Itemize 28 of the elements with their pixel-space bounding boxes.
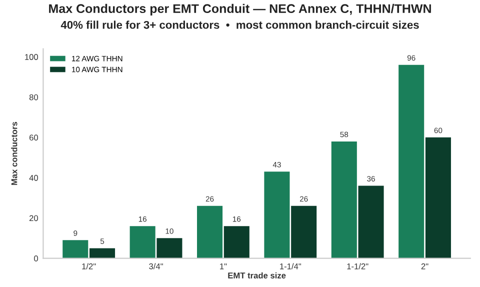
bar bbox=[291, 206, 317, 258]
bar bbox=[224, 226, 250, 258]
x-tick-label: 1/2" bbox=[82, 263, 96, 270]
bar bbox=[62, 240, 88, 258]
bar bbox=[264, 172, 290, 258]
x-tick-label: 3/4" bbox=[149, 263, 163, 270]
y-tick-label: 100 bbox=[25, 54, 38, 60]
y-tick-label: 60 bbox=[29, 134, 38, 141]
x-axis-title: EMT trade size bbox=[228, 272, 286, 278]
x-tick-label: 1" bbox=[220, 263, 227, 270]
bar bbox=[358, 186, 384, 258]
bar bbox=[331, 141, 357, 258]
bar bbox=[156, 238, 182, 258]
bar bbox=[197, 206, 223, 258]
chart-subtitle: 40% fill rule for 3+ conductors • most common branch-circuit sizes bbox=[60, 20, 419, 29]
bar bbox=[398, 64, 424, 258]
x-tick-label: 1-1/2" bbox=[347, 263, 368, 270]
y-tick-label: 0 bbox=[34, 256, 38, 262]
y-tick-label: 80 bbox=[29, 94, 38, 100]
chart-title: Max Conductors per EMT Conduit — NEC Annex C, THHN/THWN bbox=[49, 4, 431, 16]
x-tick-label: 1-1/4" bbox=[280, 263, 302, 270]
bar bbox=[425, 137, 451, 258]
x-tick-label: 2" bbox=[421, 263, 428, 270]
y-tick-label: 40 bbox=[29, 174, 38, 181]
bar bbox=[89, 248, 116, 258]
bar bbox=[130, 226, 156, 258]
y-axis-title: Max conductors bbox=[11, 122, 18, 185]
y-tick-label: 20 bbox=[29, 215, 38, 222]
